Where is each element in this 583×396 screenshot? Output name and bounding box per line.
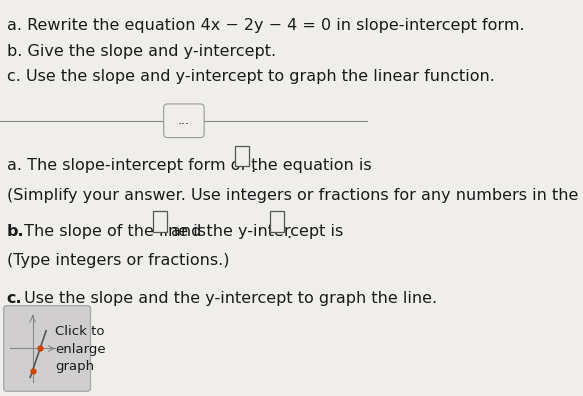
Text: ...: ...: [178, 114, 190, 127]
Text: enlarge: enlarge: [55, 343, 106, 356]
Text: a. Rewrite the equation 4x − 2y − 4 = 0 in slope-intercept form.: a. Rewrite the equation 4x − 2y − 4 = 0 …: [6, 18, 524, 33]
Text: .: .: [251, 160, 255, 175]
FancyBboxPatch shape: [271, 211, 285, 232]
FancyBboxPatch shape: [3, 306, 90, 391]
Text: b.: b.: [6, 224, 24, 239]
Text: .: .: [286, 226, 292, 241]
FancyBboxPatch shape: [235, 146, 248, 166]
Text: c. Use the slope and y-intercept to graph the linear function.: c. Use the slope and y-intercept to grap…: [6, 69, 494, 84]
Text: c.: c.: [6, 291, 22, 306]
Text: (Type integers or fractions.): (Type integers or fractions.): [6, 253, 229, 268]
Text: b. Give the slope and y-intercept.: b. Give the slope and y-intercept.: [6, 44, 276, 59]
Text: a. The slope-intercept form of the equation is: a. The slope-intercept form of the equat…: [6, 158, 371, 173]
Text: Use the slope and the y-intercept to graph the line.: Use the slope and the y-intercept to gra…: [19, 291, 437, 306]
FancyBboxPatch shape: [153, 211, 167, 232]
Text: graph: graph: [55, 360, 94, 373]
Text: Click to: Click to: [55, 325, 105, 338]
Text: (Simplify your answer. Use integers or fractions for any numbers in the equation: (Simplify your answer. Use integers or f…: [6, 188, 583, 203]
Text: The slope of the line is: The slope of the line is: [19, 224, 206, 239]
Text: and the y-intercept is: and the y-intercept is: [171, 224, 343, 239]
FancyBboxPatch shape: [164, 104, 204, 138]
